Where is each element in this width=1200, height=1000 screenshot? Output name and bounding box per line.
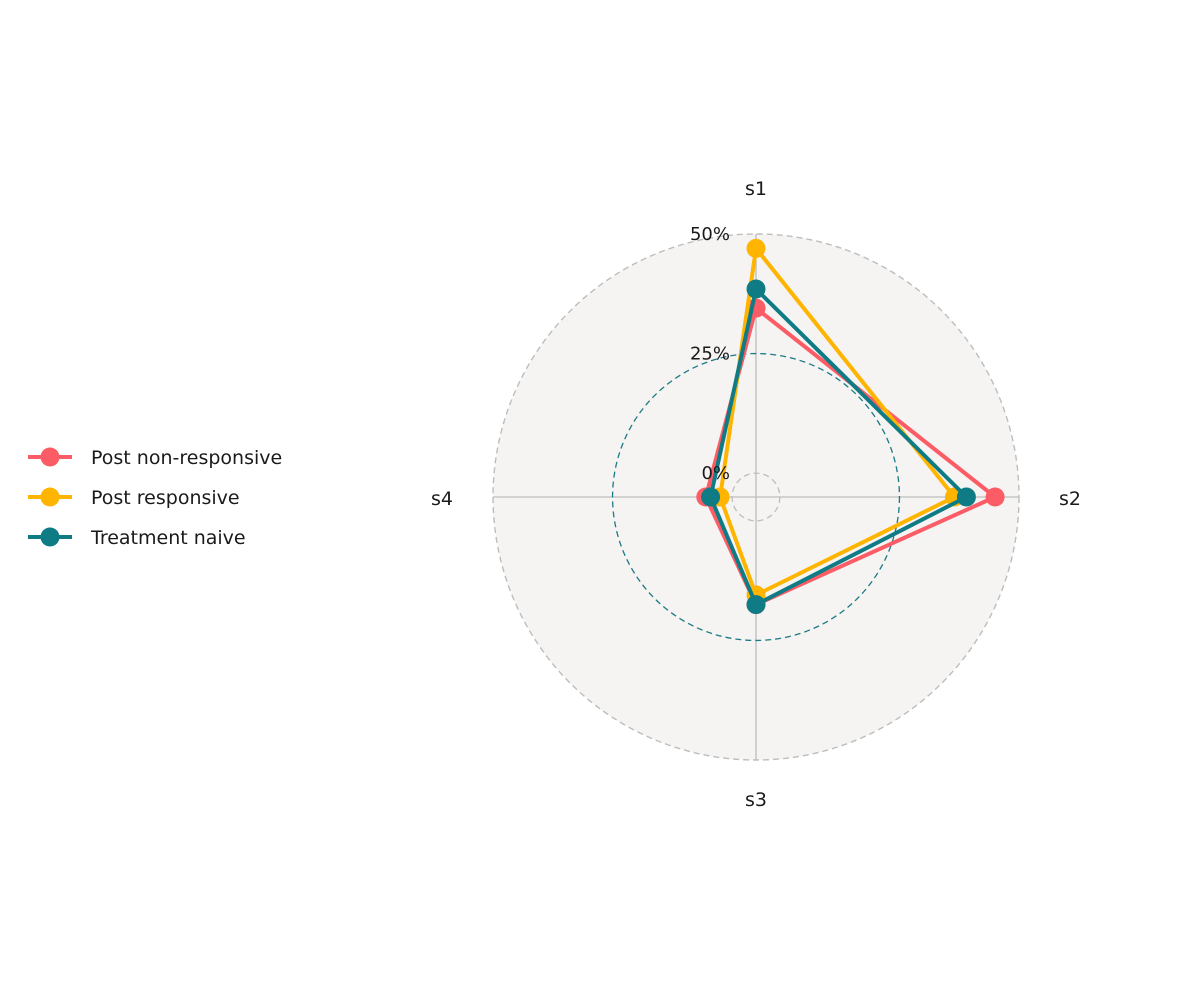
legend-label: Treatment naive <box>90 527 246 549</box>
radial-spokes <box>493 234 1019 760</box>
axis-label-s4: s4 <box>431 488 453 510</box>
tick-label-25: 25% <box>690 344 730 365</box>
grid-ring-0 <box>731 472 781 522</box>
legend-label: Post responsive <box>91 487 240 509</box>
point-treatment-naive-s1 <box>746 279 766 299</box>
point-post-non-responsive-s2 <box>985 487 1005 507</box>
axis-label-s3: s3 <box>745 789 767 811</box>
axis-label-s1: s1 <box>745 178 767 200</box>
grid-ring-50 <box>492 233 1020 761</box>
legend-marker <box>40 487 60 507</box>
point-treatment-naive-s2 <box>956 487 976 507</box>
axis-label-s2: s2 <box>1059 488 1081 510</box>
grid-ring-25 <box>611 352 901 642</box>
legend-label: Post non-responsive <box>91 447 282 469</box>
legend: Post non-responsive Post responsive Trea… <box>28 447 282 549</box>
point-post-responsive-s1 <box>746 238 766 258</box>
tick-label-50: 50% <box>690 224 730 245</box>
tick-label-0: 0% <box>701 463 730 484</box>
legend-item-post-non-responsive: Post non-responsive <box>28 447 282 469</box>
legend-marker <box>40 527 60 547</box>
point-treatment-naive-s4 <box>701 487 721 507</box>
series-layer <box>696 238 1005 615</box>
point-treatment-naive-s3 <box>746 595 766 615</box>
legend-marker <box>40 447 60 467</box>
legend-item-treatment-naive: Treatment naive <box>28 527 246 549</box>
legend-item-post-responsive: Post responsive <box>28 487 240 509</box>
